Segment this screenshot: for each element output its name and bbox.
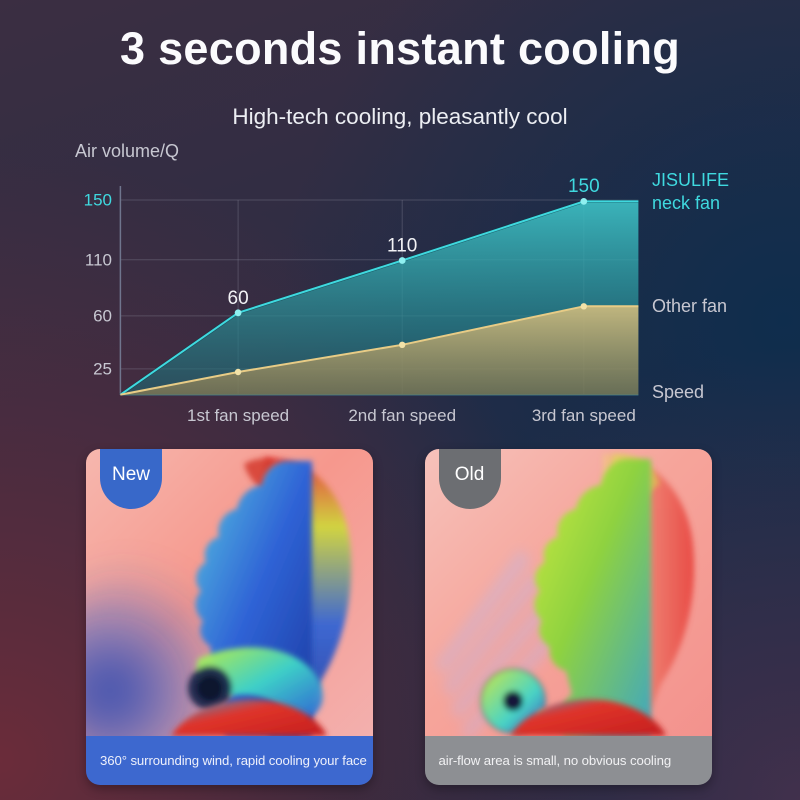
svg-text:25: 25 [93,359,112,378]
svg-text:Other fan: Other fan [652,296,727,316]
svg-text:neck fan: neck fan [652,193,720,213]
svg-text:Speed: Speed [652,382,704,402]
svg-text:2nd fan speed: 2nd fan speed [348,406,456,425]
svg-text:110: 110 [85,250,112,269]
svg-text:110: 110 [387,236,417,257]
svg-text:JISULIFE: JISULIFE [652,170,729,190]
svg-text:60: 60 [93,306,112,325]
svg-text:150: 150 [84,191,112,210]
svg-text:60: 60 [228,288,249,309]
svg-text:1st fan speed: 1st fan speed [187,406,289,425]
svg-text:3rd fan speed: 3rd fan speed [532,406,636,425]
svg-text:150: 150 [568,176,600,197]
